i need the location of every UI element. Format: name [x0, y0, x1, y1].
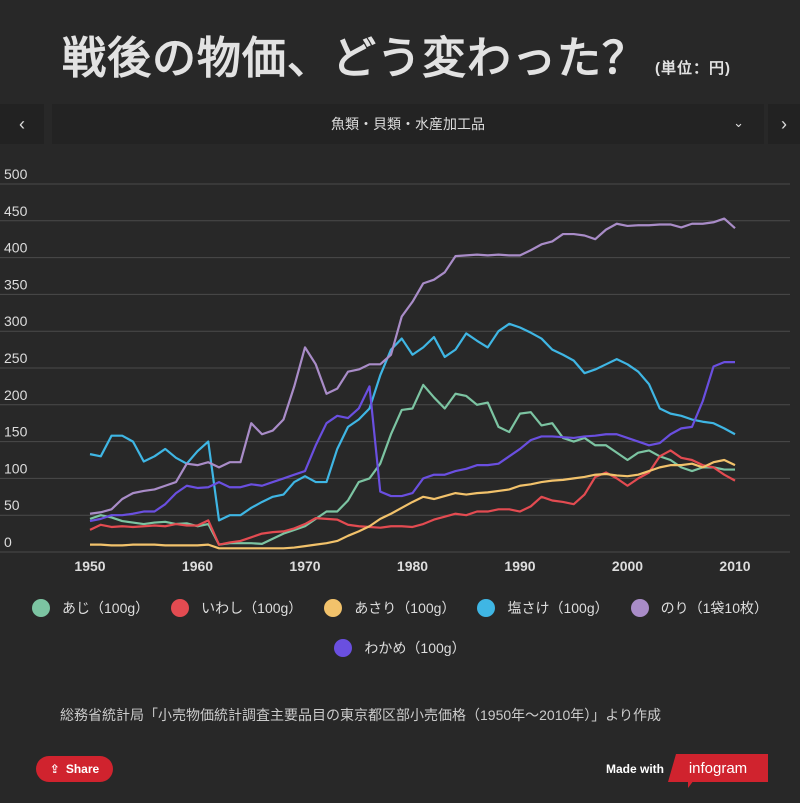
- page-title: 戦後の物価、どう変わった？ (単位：円): [62, 22, 731, 86]
- share-icon: ⇪: [49, 762, 60, 776]
- legend-item[interactable]: あじ（100g）: [32, 598, 149, 618]
- y-tick-label: 150: [4, 424, 28, 440]
- legend-dot-icon: [32, 599, 50, 617]
- series-line-2[interactable]: [90, 458, 736, 550]
- y-tick-label: 200: [4, 387, 28, 403]
- y-tick-label: 500: [4, 166, 28, 182]
- x-tick-label: 2000: [612, 558, 643, 574]
- share-label: Share: [65, 762, 100, 776]
- y-tick-label: 250: [4, 350, 28, 366]
- infogram-logo-link[interactable]: infogram: [668, 754, 768, 782]
- legend-label: わかめ（100g）: [364, 640, 466, 656]
- series-line-5[interactable]: [89, 361, 735, 523]
- y-tick-label: 350: [4, 276, 28, 292]
- x-tick-label: 1990: [504, 558, 535, 574]
- legend-item[interactable]: いわし（100g）: [171, 598, 302, 618]
- logo-tail: [688, 780, 694, 788]
- y-tick-label: 400: [4, 240, 28, 256]
- category-label: 魚類・貝類・水産加工品: [331, 116, 485, 132]
- legend-item[interactable]: 塩さけ（100g）: [477, 598, 609, 618]
- x-tick-label: 1980: [397, 558, 428, 574]
- y-tick-label: 300: [4, 313, 28, 329]
- prev-button[interactable]: ‹: [0, 104, 44, 144]
- x-tick-label: 2010: [719, 558, 750, 574]
- legend: あじ（100g） いわし（100g） あさり（100g） 塩さけ（100g） のり（1袋…: [0, 598, 800, 678]
- x-tick-label: 1950: [74, 558, 105, 574]
- legend-dot-icon: [324, 599, 343, 617]
- legend-label: あさり（100g）: [354, 600, 456, 616]
- made-with-label: Made with: [606, 762, 665, 776]
- title-text: 戦後の物価、どう変わった？: [62, 34, 647, 83]
- legend-label: あじ（100g）: [62, 600, 150, 616]
- next-button[interactable]: ›: [768, 104, 800, 144]
- line-chart: 0 50 100 150 200 250 300 350 400 450 500 1950 1960 19…: [0, 166, 790, 574]
- legend-item[interactable]: あさり（100g）: [324, 598, 455, 618]
- share-button[interactable]: ⇪ Share: [36, 756, 113, 782]
- legend-item[interactable]: のり（1袋10枚）: [630, 598, 768, 618]
- y-tick-label: 450: [4, 203, 28, 219]
- legend-item[interactable]: わかめ（100g）: [334, 638, 466, 658]
- y-tick-label: 50: [4, 497, 20, 513]
- legend-label: いわし（100g）: [201, 600, 303, 616]
- legend-dot-icon: [334, 639, 353, 657]
- legend-label: 塩さけ（100g）: [507, 600, 609, 616]
- y-tick-label: 0: [4, 534, 12, 550]
- x-tick-label: 1970: [289, 558, 320, 574]
- series-line-3[interactable]: [89, 322, 736, 522]
- unit-label: (単位：円): [655, 60, 731, 77]
- legend-label: のり（1袋10枚）: [660, 600, 768, 616]
- series-line-1[interactable]: [89, 449, 736, 546]
- chevron-down-icon: ⌄: [733, 115, 744, 130]
- legend-dot-icon: [171, 599, 190, 617]
- category-select[interactable]: 魚類・貝類・水産加工品 ⌄: [52, 104, 764, 144]
- x-tick-label: 1960: [182, 558, 213, 574]
- series-line-4[interactable]: [89, 217, 736, 515]
- y-tick-label: 100: [4, 460, 28, 476]
- legend-dot-icon: [630, 599, 649, 617]
- legend-dot-icon: [477, 599, 496, 617]
- source-note: 総務省統計局「小売物価統計調査主要品目の東京都区部小売価格（1950年〜2010…: [60, 707, 662, 723]
